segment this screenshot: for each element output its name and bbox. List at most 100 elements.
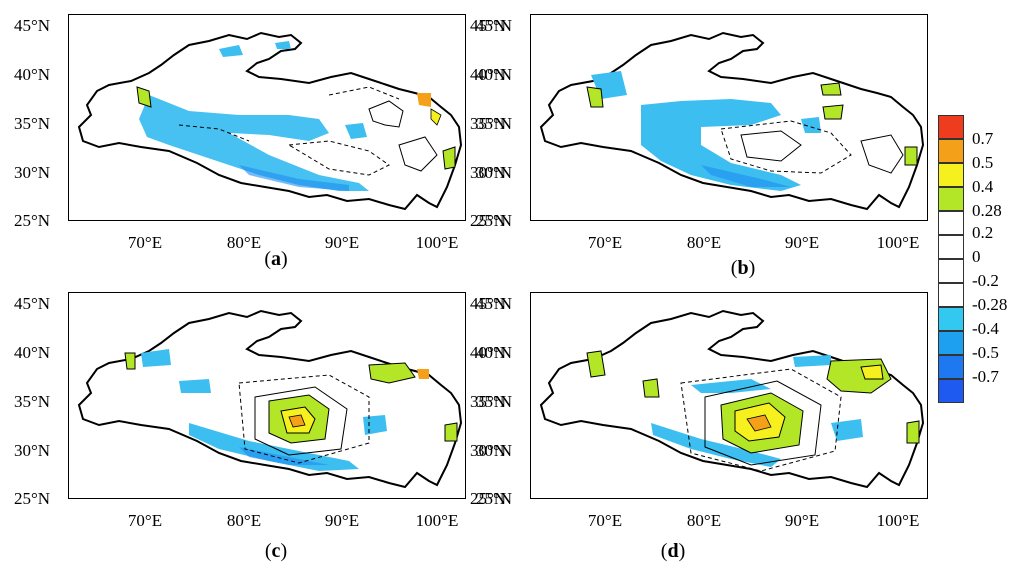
negative-region (641, 99, 801, 191)
x-tick-70: 70°E (127, 511, 163, 530)
contour-dashed (680, 368, 842, 472)
negative-patch (179, 379, 211, 393)
plateau-outline (539, 309, 925, 489)
legend-label: -0.5 (972, 343, 999, 362)
negative-region-deep (701, 165, 791, 187)
x-tick-70: 70°E (587, 233, 623, 252)
y-tick-left-40: 40°N (14, 343, 51, 362)
y-tick-left-35: 35°N (14, 392, 51, 411)
y-tick-right-40: 40°N (470, 343, 507, 362)
y-tick-left-35: 35°N (14, 114, 51, 133)
y-tick-right-45: 45°N (470, 16, 507, 35)
contour-dashed (238, 374, 370, 464)
positive-region (586, 350, 606, 378)
y-tick-right-40: 40°N (470, 65, 507, 84)
negative-patch (219, 45, 243, 57)
panel-label-c: (c) (264, 540, 288, 562)
map-d (539, 309, 925, 489)
legend-swatch-12 (938, 379, 964, 403)
legend-swatch-8 (938, 283, 964, 307)
y-tick-left-45: 45°N (476, 16, 513, 35)
x-tick-80: 80°E (686, 233, 722, 252)
positive-region (417, 93, 431, 107)
negative-patch (141, 349, 171, 367)
positive-region (860, 364, 884, 380)
x-tick-80: 80°E (686, 511, 722, 530)
x-tick-90: 90°E (324, 233, 360, 252)
map-frame-b (530, 14, 928, 221)
legend-label: -0.7 (972, 367, 999, 386)
positive-region (288, 414, 306, 428)
x-tick-80: 80°E (226, 233, 262, 252)
contour-solid (860, 134, 904, 174)
y-tick-left-25: 25°N (476, 211, 513, 230)
y-tick-right-35: 35°N (470, 392, 507, 411)
x-tick-90: 90°E (784, 511, 820, 530)
legend-swatch-2 (938, 139, 964, 163)
legend-label: 0.2 (972, 223, 994, 242)
y-tick-left-25: 25°N (14, 211, 51, 230)
contour-solid (254, 386, 348, 456)
positive-region (906, 420, 920, 444)
y-tick-left-40: 40°N (476, 343, 513, 362)
contour-solid (740, 130, 802, 162)
negative-patch (345, 123, 367, 139)
x-tick-70: 70°E (587, 511, 623, 530)
legend-label: 0.28 (972, 201, 1002, 220)
positive-region (746, 414, 772, 432)
legend-label: -0.2 (972, 271, 999, 290)
legend-label: 0.4 (972, 177, 994, 196)
x-tick-90: 90°E (784, 233, 820, 252)
y-tick-left-35: 35°N (476, 114, 513, 133)
contour-solid (368, 100, 404, 128)
negative-region (691, 379, 771, 393)
positive-region (124, 352, 136, 370)
negative-patch (831, 419, 863, 441)
legend-swatch-9 (938, 307, 964, 331)
legend-label: 0.7 (972, 129, 994, 148)
legend-swatch-10 (938, 331, 964, 355)
negative-region (189, 423, 359, 471)
map-frame-c (68, 292, 466, 499)
negative-region (651, 423, 781, 467)
y-tick-left-25: 25°N (476, 489, 513, 508)
contour-dashed (720, 120, 852, 174)
y-tick-left-30: 30°N (476, 163, 513, 182)
negative-patch (275, 41, 291, 49)
x-tick-100: 100°E (876, 233, 920, 252)
map-frame-d (530, 292, 928, 499)
legend-swatch-6 (938, 235, 964, 259)
positive-region (136, 86, 152, 108)
contour-dashed (287, 140, 390, 176)
positive-region (430, 108, 442, 126)
x-tick-100: 100°E (876, 511, 920, 530)
contour-solid (704, 380, 822, 466)
positive-region (444, 422, 458, 442)
y-tick-right-25: 25°N (470, 489, 507, 508)
positive-region (822, 104, 844, 120)
x-tick-90: 90°E (324, 511, 360, 530)
y-tick-right-45: 45°N (470, 294, 507, 313)
legend-swatch-5 (938, 211, 964, 235)
x-tick-100: 100°E (415, 233, 459, 252)
positive-region (586, 86, 604, 108)
contour-solid (398, 136, 438, 172)
y-tick-left-40: 40°N (476, 65, 513, 84)
x-tick-70: 70°E (127, 233, 163, 252)
positive-region (417, 369, 429, 379)
negative-patch (793, 355, 831, 367)
y-tick-left-45: 45°N (14, 16, 51, 35)
negative-region-deep (239, 165, 349, 191)
map-b (539, 31, 925, 211)
negative-region (139, 95, 369, 191)
map-a (77, 31, 463, 211)
y-tick-left-40: 40°N (14, 65, 51, 84)
y-tick-left-30: 30°N (14, 441, 51, 460)
negative-patch (801, 117, 821, 133)
map-frame-a (68, 14, 466, 221)
panel-label-b: (b) (730, 257, 756, 279)
legend-label: -0.28 (972, 295, 1008, 314)
positive-region (820, 82, 842, 96)
positive-region (368, 362, 416, 384)
y-tick-right-30: 30°N (470, 163, 507, 182)
